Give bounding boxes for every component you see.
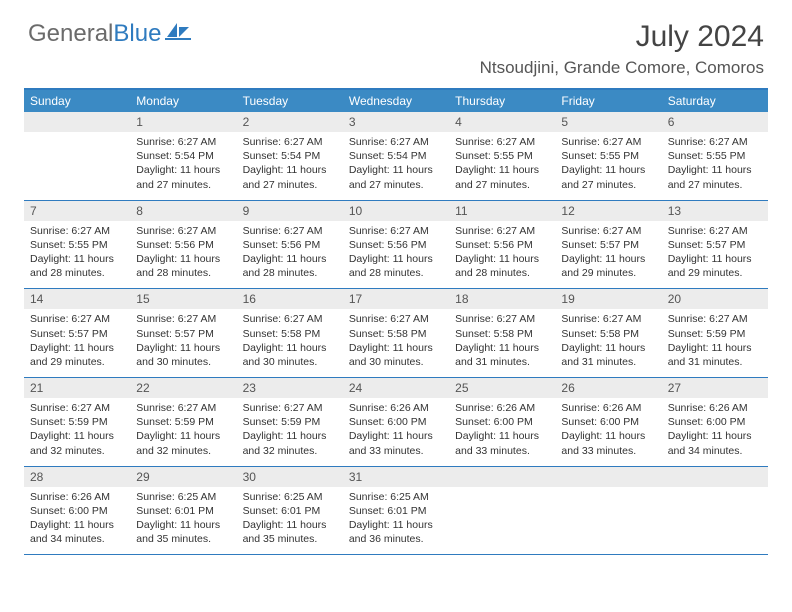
day-cell: Sunrise: 6:27 AMSunset: 5:55 PMDaylight:…: [449, 132, 555, 200]
day-number: 19: [555, 289, 661, 309]
day-cell: Sunrise: 6:27 AMSunset: 5:55 PMDaylight:…: [24, 221, 130, 289]
location: Ntsoudjini, Grande Comore, Comoros: [480, 58, 764, 78]
week-row: 14151617181920Sunrise: 6:27 AMSunset: 5:…: [24, 289, 768, 378]
day-cell: Sunrise: 6:27 AMSunset: 5:58 PMDaylight:…: [237, 309, 343, 377]
logo-text-1: General: [28, 20, 113, 48]
calendar-body: 123456Sunrise: 6:27 AMSunset: 5:54 PMDay…: [24, 112, 768, 555]
day-cell: Sunrise: 6:27 AMSunset: 5:56 PMDaylight:…: [130, 221, 236, 289]
calendar: SundayMondayTuesdayWednesdayThursdayFrid…: [24, 88, 768, 555]
day-number: [662, 467, 768, 487]
day-cell: Sunrise: 6:26 AMSunset: 6:00 PMDaylight:…: [343, 398, 449, 466]
day-number: [555, 467, 661, 487]
day-number: 23: [237, 378, 343, 398]
day-cell: Sunrise: 6:27 AMSunset: 5:59 PMDaylight:…: [130, 398, 236, 466]
day-number: [449, 467, 555, 487]
month-title: July 2024: [480, 20, 764, 54]
day-number: 12: [555, 201, 661, 221]
day-number: [24, 112, 130, 132]
day-number: 24: [343, 378, 449, 398]
day-number: 22: [130, 378, 236, 398]
day-cell: Sunrise: 6:25 AMSunset: 6:01 PMDaylight:…: [237, 487, 343, 555]
day-cell: [662, 487, 768, 555]
day-number: 18: [449, 289, 555, 309]
day-cell: Sunrise: 6:25 AMSunset: 6:01 PMDaylight:…: [130, 487, 236, 555]
day-number: 14: [24, 289, 130, 309]
title-block: July 2024 Ntsoudjini, Grande Comore, Com…: [480, 20, 764, 78]
day-number: 13: [662, 201, 768, 221]
day-number: 31: [343, 467, 449, 487]
day-cell: Sunrise: 6:25 AMSunset: 6:01 PMDaylight:…: [343, 487, 449, 555]
day-cell: Sunrise: 6:27 AMSunset: 5:56 PMDaylight:…: [343, 221, 449, 289]
day-number: 8: [130, 201, 236, 221]
logo-text-2: Blue: [113, 20, 161, 48]
day-cell: Sunrise: 6:27 AMSunset: 5:58 PMDaylight:…: [343, 309, 449, 377]
week-row: 123456 Sunrise: 6:27 AMSunset: 5:54 PMDay…: [24, 112, 768, 201]
day-cell: Sunrise: 6:27 AMSunset: 5:54 PMDaylight:…: [130, 132, 236, 200]
day-number: 4: [449, 112, 555, 132]
day-header-row: SundayMondayTuesdayWednesdayThursdayFrid…: [24, 90, 768, 112]
day-number: 16: [237, 289, 343, 309]
day-cell: Sunrise: 6:27 AMSunset: 5:57 PMDaylight:…: [555, 221, 661, 289]
day-cell: [449, 487, 555, 555]
day-header-cell: Friday: [555, 90, 661, 112]
day-number: 6: [662, 112, 768, 132]
day-number: 2: [237, 112, 343, 132]
day-cell: Sunrise: 6:27 AMSunset: 5:54 PMDaylight:…: [237, 132, 343, 200]
day-cell: Sunrise: 6:27 AMSunset: 5:58 PMDaylight:…: [555, 309, 661, 377]
week-row: 21222324252627 Sunrise: 6:27 AMSunset: 5:…: [24, 378, 768, 467]
week-row: 28293031 Sunrise: 6:26 AMSunset: 6:00 PMD…: [24, 467, 768, 556]
day-number: 30: [237, 467, 343, 487]
day-cell: Sunrise: 6:27 AMSunset: 5:57 PMDaylight:…: [24, 309, 130, 377]
day-header-cell: Monday: [130, 90, 236, 112]
day-number: 17: [343, 289, 449, 309]
day-cell: Sunrise: 6:27 AMSunset: 5:57 PMDaylight:…: [130, 309, 236, 377]
day-number: 21: [24, 378, 130, 398]
day-cell: Sunrise: 6:27 AMSunset: 5:59 PMDaylight:…: [662, 309, 768, 377]
day-cell: Sunrise: 6:27 AMSunset: 5:57 PMDaylight:…: [662, 221, 768, 289]
day-number: 5: [555, 112, 661, 132]
day-number: 1: [130, 112, 236, 132]
day-cell: Sunrise: 6:26 AMSunset: 6:00 PMDaylight:…: [662, 398, 768, 466]
day-number: 20: [662, 289, 768, 309]
day-header-cell: Tuesday: [237, 90, 343, 112]
day-cell: Sunrise: 6:26 AMSunset: 6:00 PMDaylight:…: [555, 398, 661, 466]
day-cell: Sunrise: 6:27 AMSunset: 5:59 PMDaylight:…: [24, 398, 130, 466]
day-cell: Sunrise: 6:27 AMSunset: 5:55 PMDaylight:…: [662, 132, 768, 200]
day-cell: Sunrise: 6:26 AMSunset: 6:00 PMDaylight:…: [24, 487, 130, 555]
day-header-cell: Saturday: [662, 90, 768, 112]
day-number: 15: [130, 289, 236, 309]
day-number: 7: [24, 201, 130, 221]
day-number: 28: [24, 467, 130, 487]
day-number: 29: [130, 467, 236, 487]
day-cell: [24, 132, 130, 200]
day-number: 27: [662, 378, 768, 398]
day-cell: [555, 487, 661, 555]
day-cell: Sunrise: 6:27 AMSunset: 5:56 PMDaylight:…: [449, 221, 555, 289]
day-cell: Sunrise: 6:27 AMSunset: 5:55 PMDaylight:…: [555, 132, 661, 200]
day-cell: Sunrise: 6:26 AMSunset: 6:00 PMDaylight:…: [449, 398, 555, 466]
day-number: 10: [343, 201, 449, 221]
day-header-cell: Wednesday: [343, 90, 449, 112]
day-number: 9: [237, 201, 343, 221]
logo: GeneralBlue: [28, 20, 191, 48]
day-number: 3: [343, 112, 449, 132]
day-cell: Sunrise: 6:27 AMSunset: 5:59 PMDaylight:…: [237, 398, 343, 466]
day-header-cell: Thursday: [449, 90, 555, 112]
day-cell: Sunrise: 6:27 AMSunset: 5:54 PMDaylight:…: [343, 132, 449, 200]
day-cell: Sunrise: 6:27 AMSunset: 5:56 PMDaylight:…: [237, 221, 343, 289]
day-number: 26: [555, 378, 661, 398]
header: GeneralBlue July 2024 Ntsoudjini, Grande…: [0, 0, 792, 78]
day-cell: Sunrise: 6:27 AMSunset: 5:58 PMDaylight:…: [449, 309, 555, 377]
day-number: 11: [449, 201, 555, 221]
sail-icon: [165, 20, 191, 48]
day-header-cell: Sunday: [24, 90, 130, 112]
week-row: 78910111213 Sunrise: 6:27 AMSunset: 5:55 …: [24, 201, 768, 290]
day-number: 25: [449, 378, 555, 398]
